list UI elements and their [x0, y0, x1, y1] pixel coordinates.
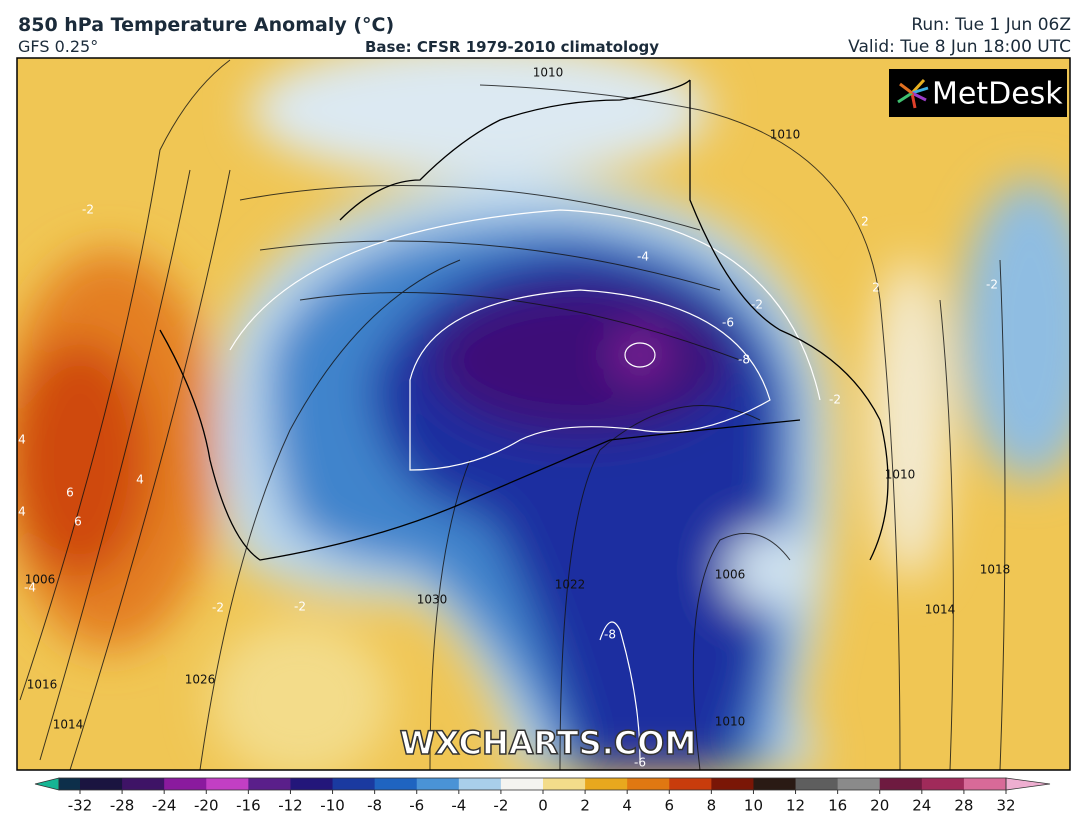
colorbar-tick-label: 24: [912, 797, 931, 815]
colorbar-tick-label: -6: [409, 797, 424, 815]
contour-label: 1010: [770, 128, 801, 142]
contour-label: 1014: [53, 718, 84, 732]
contour-label: 1026: [185, 673, 216, 687]
contour-label: 2: [861, 215, 869, 229]
colorbar-tick-label: 16: [828, 797, 847, 815]
contour-label: 1014: [925, 603, 956, 617]
colorbar-tick-label: 0: [538, 797, 548, 815]
contour-label: 1010: [885, 468, 916, 482]
contour-label: 1022: [555, 578, 586, 592]
coastlines: [159, 79, 889, 561]
colorbar-segment: [963, 778, 1007, 790]
colorbar-segment: [795, 778, 839, 790]
colorbar-tick-label: -10: [320, 797, 345, 815]
contour-label: -4: [637, 250, 649, 264]
colorbar-segment: [122, 778, 165, 790]
contour-label: 4: [18, 505, 26, 519]
colorbar-tick-label: -12: [278, 797, 303, 815]
colorbar-segment: [248, 778, 291, 790]
colorbar-tick-label: -16: [236, 797, 261, 815]
colorbar-segment: [206, 778, 249, 790]
colorbar-segment: [585, 778, 628, 790]
contour-label: -6: [634, 756, 646, 770]
logo-box: [889, 69, 1067, 117]
contour-label: 1010: [533, 66, 564, 80]
colorbar-tick-label: 20: [870, 797, 889, 815]
colorbar-segment: [332, 778, 376, 790]
contour-label: -8: [604, 628, 616, 642]
contour-label: 1018: [980, 563, 1011, 577]
contour-label: 1030: [417, 593, 448, 607]
colorbar-tick-label: 2: [580, 797, 590, 815]
colorbar-tick-label: 12: [786, 797, 805, 815]
colorbar-segment: [80, 778, 123, 790]
contour-label: 1010: [715, 715, 746, 729]
contour-label: -8: [738, 353, 750, 367]
colorbar-segment: [753, 778, 797, 790]
frame: [16, 57, 1071, 771]
colorbar-tick-label: -20: [194, 797, 219, 815]
watermark: WXCHARTS.COM: [400, 724, 697, 762]
contour-label: 2: [872, 281, 880, 295]
logo-icon: [897, 78, 929, 109]
colorbar-tick-label: -2: [493, 797, 508, 815]
contour-label: 6: [66, 486, 74, 500]
colorbar-extend-low: [34, 777, 60, 791]
contour-label: 1006: [25, 573, 56, 587]
contour-label: -2: [986, 278, 998, 292]
colorbar-segment: [921, 778, 965, 790]
colorbar-segment: [500, 778, 544, 790]
base: Base: CFSR 1979-2010 climatology: [365, 38, 660, 56]
colorbar-tick-label: -8: [367, 797, 382, 815]
contour-label: -4: [24, 581, 36, 595]
contour-label: 6: [74, 515, 82, 529]
colorbar-tick-label: -4: [451, 797, 466, 815]
colorbar-tick-label: -28: [110, 797, 135, 815]
colorbar-segment: [58, 778, 80, 790]
colorbar-outline: [58, 777, 1007, 791]
colorbar-segment: [627, 778, 670, 790]
contour-label: -2: [294, 600, 306, 614]
colorbar-tick-label: -32: [68, 797, 93, 815]
colorbar-segment: [164, 778, 207, 790]
contour-label: -2: [82, 203, 94, 217]
contour-label: -2: [829, 393, 841, 407]
colorbar-tick-label: 32: [996, 797, 1015, 815]
contour-label: -2: [212, 601, 224, 615]
colorbar-tick-label: -24: [152, 797, 177, 815]
run: Run: Tue 1 Jun 06Z: [911, 15, 1071, 35]
contour-label: 4: [18, 433, 26, 447]
model: GFS 0.25°: [18, 37, 99, 56]
contour-label: 4: [136, 473, 144, 487]
colorbar-segment: [669, 778, 712, 790]
colorbar-tick-label: 6: [664, 797, 674, 815]
colorbar-tick-label: 4: [622, 797, 632, 815]
colorbar-tick-label: 10: [744, 797, 763, 815]
valid: Valid: Tue 8 Jun 18:00 UTC: [848, 37, 1071, 57]
anomaly-contours: [229, 209, 821, 761]
colorbar-segment: [374, 778, 418, 790]
colorbar: -32 -28 -24 -20 -16 -12 -10 -8 -6 -4 -2 0 2 4 6 8 10 12 16…: [34, 777, 1051, 815]
colorbar-segment: [879, 778, 923, 790]
contour-label: -2: [751, 298, 763, 312]
colorbar-segment: [458, 778, 502, 790]
colorbar-segment: [543, 778, 586, 790]
colorbar-segment: [416, 778, 460, 790]
colorbar-segment: [290, 778, 334, 790]
contour-label: 1016: [27, 678, 58, 692]
colorbar-segment: [711, 778, 754, 790]
contour-label: 1006: [715, 568, 746, 582]
colorbar-extend-high: [1005, 777, 1051, 791]
colorbar-tick-label: 28: [954, 797, 973, 815]
title: 850 hPa Temperature Anomaly (°C): [18, 14, 395, 36]
contour-label: -6: [722, 316, 734, 330]
logo-text: MetDesk: [932, 77, 1063, 112]
colorbar-segment: [837, 778, 881, 790]
colorbar-tick-label: 8: [707, 797, 717, 815]
